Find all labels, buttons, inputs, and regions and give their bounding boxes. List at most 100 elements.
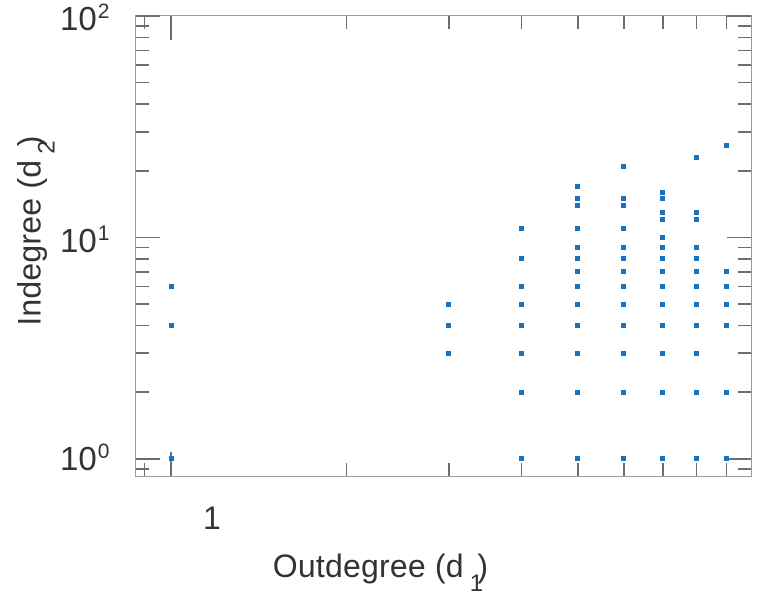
y-minor-tick (738, 285, 751, 288)
data-point (660, 195, 666, 201)
y-minor-tick (136, 64, 149, 66)
data-point (621, 301, 627, 307)
y-axis-title: Indegree (d2) (11, 0, 61, 466)
y-major-tick (727, 458, 751, 460)
data-point (518, 350, 524, 356)
y-major-tick (136, 236, 160, 239)
data-point (621, 269, 627, 275)
data-point (660, 323, 666, 329)
x-minor-tick (520, 16, 523, 29)
x-minor-tick (577, 463, 579, 476)
data-point (694, 217, 700, 223)
x-minor-tick (143, 16, 146, 29)
y-minor-tick (738, 36, 751, 39)
y-axis-title-subscript: 2 (33, 140, 61, 154)
data-point (723, 143, 729, 149)
y-major-tick (727, 236, 751, 239)
data-point (694, 256, 700, 262)
x-minor-tick (143, 463, 146, 476)
y-minor-tick (136, 25, 149, 27)
data-point (660, 350, 666, 356)
x-minor-tick (447, 463, 450, 476)
y-axis-title-text: Indegree (d (11, 159, 48, 326)
y-minor-tick (738, 468, 751, 470)
data-point (723, 284, 729, 290)
data-point (575, 195, 581, 201)
data-point (621, 195, 627, 201)
data-point (694, 389, 700, 395)
x-major-tick (170, 452, 172, 476)
x-minor-tick (623, 16, 625, 29)
data-point (723, 269, 729, 275)
y-minor-tick (136, 130, 149, 133)
y-major-tick (727, 15, 751, 17)
data-point (575, 301, 581, 307)
data-point (518, 323, 524, 329)
y-minor-tick (136, 352, 149, 355)
data-point (168, 284, 174, 290)
data-point (575, 269, 581, 275)
y-tick-label-10: 101 (60, 222, 110, 259)
data-point (723, 456, 729, 462)
x-minor-tick (662, 16, 664, 29)
x-minor-tick (725, 16, 728, 29)
y-minor-tick (136, 36, 149, 39)
data-point (694, 154, 700, 160)
y-minor-tick (738, 258, 751, 260)
y-minor-tick (738, 324, 751, 327)
data-point (694, 284, 700, 290)
data-point (575, 202, 581, 208)
data-point (694, 456, 700, 462)
data-point (660, 234, 666, 240)
data-point (446, 301, 452, 307)
x-minor-tick (695, 463, 698, 476)
data-point (575, 256, 581, 262)
y-minor-tick (738, 64, 751, 66)
data-point (694, 209, 700, 215)
y-tick-exponent-2: 2 (97, 0, 110, 23)
data-point (575, 389, 581, 395)
plot-area (135, 15, 752, 477)
data-point (723, 301, 729, 307)
data-point (518, 456, 524, 462)
x-major-tick (170, 16, 172, 40)
x-axis-title-paren: ) (477, 548, 489, 584)
x-minor-tick (577, 16, 579, 29)
data-point (660, 217, 666, 223)
y-minor-tick (136, 468, 149, 470)
y-tick-exponent-0: 0 (97, 440, 110, 463)
y-major-tick (136, 15, 160, 17)
data-point (575, 456, 581, 462)
data-point (621, 323, 627, 329)
data-point (660, 256, 666, 262)
data-point (621, 350, 627, 356)
data-point (694, 301, 700, 307)
data-point (168, 456, 174, 462)
y-minor-tick (738, 103, 751, 105)
data-point (723, 323, 729, 329)
y-minor-tick (738, 303, 751, 305)
x-minor-tick (345, 463, 348, 476)
data-point (694, 350, 700, 356)
y-minor-tick (136, 324, 149, 327)
data-point (518, 301, 524, 307)
plot-canvas (136, 15, 751, 476)
data-point (621, 163, 627, 169)
y-minor-tick (738, 130, 751, 133)
data-point (518, 389, 524, 395)
data-point (575, 225, 581, 231)
y-minor-tick (136, 285, 149, 288)
y-major-tick (136, 458, 160, 460)
data-point (621, 256, 627, 262)
y-minor-tick (738, 352, 751, 355)
x-minor-tick (345, 16, 348, 29)
data-point (660, 284, 666, 290)
x-minor-tick (520, 463, 523, 476)
data-point (660, 456, 666, 462)
x-minor-tick (662, 463, 664, 476)
y-minor-tick (738, 81, 751, 84)
data-point (446, 350, 452, 356)
data-point (694, 245, 700, 251)
y-minor-tick (136, 270, 149, 273)
